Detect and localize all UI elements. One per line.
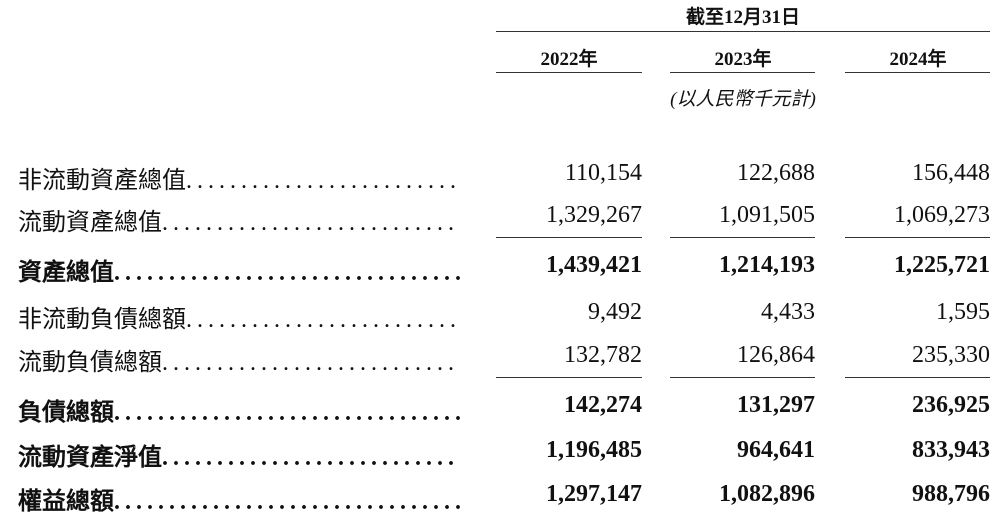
unit-note: (以人民幣千元計) xyxy=(670,89,816,110)
dot-leader: ........................... xyxy=(162,445,459,471)
subtotal-line xyxy=(670,237,815,238)
value-cell-2022: 1,297,147 xyxy=(546,481,642,507)
row-label: 流動資產總值........................... xyxy=(18,202,459,237)
dot-leader: ......................... xyxy=(186,307,461,333)
dot-leader: ................................ xyxy=(114,400,466,426)
row-label: 流動負債總額........................... xyxy=(18,342,459,377)
year-header-2024: 2024年 xyxy=(889,49,947,70)
row-label-text: 權益總額 xyxy=(18,489,114,515)
value-cell-2023: 964,641 xyxy=(737,437,815,463)
subtotal-line xyxy=(845,377,990,378)
value-cell-2024: 235,330 xyxy=(912,342,990,368)
value-cell-2022: 110,154 xyxy=(564,160,642,186)
row-label-text: 流動資產淨值 xyxy=(18,445,162,471)
value-cell-2024: 833,943 xyxy=(912,437,990,463)
value-cell-2024: 236,925 xyxy=(912,392,990,418)
table-row: 權益總額................................ 1,29… xyxy=(0,481,1000,521)
divider xyxy=(496,31,990,32)
row-label-text: 非流動負債總額 xyxy=(18,307,186,333)
value-cell-2024: 1,595 xyxy=(936,299,990,325)
year-header-2023: 2023年 xyxy=(714,49,772,70)
value-cell-2022: 132,782 xyxy=(564,342,642,368)
row-label-text: 負債總額 xyxy=(18,400,114,426)
subtotal-line xyxy=(496,377,642,378)
dot-leader: ........................... xyxy=(162,210,459,236)
subtotal-line xyxy=(845,237,990,238)
period-header: 截至12月31日 xyxy=(685,7,800,28)
table-row: 負債總額................................ 142,… xyxy=(0,392,1000,432)
value-cell-2023: 122,688 xyxy=(737,160,815,186)
row-label-text: 流動資產總值 xyxy=(18,210,162,236)
subtotal-line xyxy=(670,377,815,378)
table-row: 流動資產總值........................... 1,329,2… xyxy=(0,202,1000,242)
table-row: 流動資產淨值........................... 1,196,4… xyxy=(0,437,1000,477)
dot-leader: ................................ xyxy=(114,260,466,286)
value-cell-2022: 9,492 xyxy=(588,299,642,325)
subtotal-line xyxy=(496,237,642,238)
value-cell-2022: 1,329,267 xyxy=(546,202,642,228)
table-row: 資產總值................................ 1,43… xyxy=(0,252,1000,292)
value-cell-2022: 142,274 xyxy=(564,392,642,418)
value-cell-2024: 1,225,721 xyxy=(894,252,990,278)
year-header-2022: 2022年 xyxy=(540,49,598,70)
value-cell-2024: 988,796 xyxy=(912,481,990,507)
dot-leader: ........................... xyxy=(162,350,459,376)
row-label-text: 資產總值 xyxy=(18,260,114,286)
row-label-text: 非流動資產總值 xyxy=(18,168,186,194)
value-cell-2024: 156,448 xyxy=(912,160,990,186)
row-label: 負債總額................................ xyxy=(18,392,466,427)
value-cell-2023: 1,214,193 xyxy=(719,252,815,278)
table-row: 流動負債總額........................... 132,782… xyxy=(0,342,1000,382)
value-cell-2022: 1,439,421 xyxy=(546,252,642,278)
row-label: 非流動資產總值......................... xyxy=(18,160,461,195)
value-cell-2024: 1,069,273 xyxy=(894,202,990,228)
row-label-text: 流動負債總額 xyxy=(18,350,162,376)
table-row: 非流動負債總額......................... 9,492 4,4… xyxy=(0,299,1000,339)
row-label: 流動資產淨值........................... xyxy=(18,437,459,472)
row-label: 資產總值................................ xyxy=(18,252,466,287)
value-cell-2023: 1,082,896 xyxy=(719,481,815,507)
value-cell-2023: 4,433 xyxy=(761,299,815,325)
divider xyxy=(496,72,642,73)
value-cell-2023: 1,091,505 xyxy=(719,202,815,228)
divider xyxy=(670,72,815,73)
row-label: 非流動負債總額......................... xyxy=(18,299,461,334)
table-row: 非流動資產總值......................... 110,154 1… xyxy=(0,160,1000,200)
dot-leader: ......................... xyxy=(186,168,461,194)
divider xyxy=(845,72,990,73)
value-cell-2022: 1,196,485 xyxy=(546,437,642,463)
row-label: 權益總額................................ xyxy=(18,481,466,516)
value-cell-2023: 131,297 xyxy=(737,392,815,418)
value-cell-2023: 126,864 xyxy=(737,342,815,368)
dot-leader: ................................ xyxy=(114,489,466,515)
